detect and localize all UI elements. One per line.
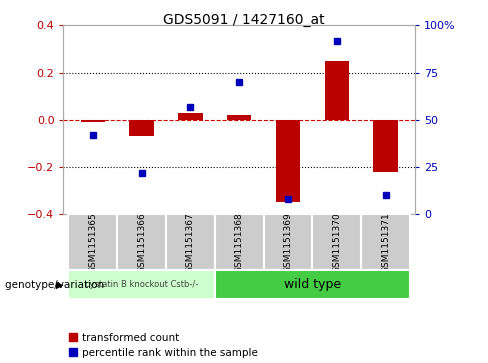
Bar [81,120,105,122]
Bar [166,214,215,270]
Text: GSM1151367: GSM1151367 [186,212,195,273]
Text: GSM1151369: GSM1151369 [284,212,292,273]
Text: cystatin B knockout Cstb-/-: cystatin B knockout Cstb-/- [85,281,198,289]
Bar [178,113,203,120]
Bar [312,214,361,270]
Bar [68,270,215,299]
Text: GSM1151365: GSM1151365 [88,212,97,273]
Bar [361,214,410,270]
Bar [373,120,398,172]
Text: ▶: ▶ [56,280,63,290]
Text: GSM1151370: GSM1151370 [332,212,341,273]
Bar [325,61,349,120]
Bar [264,214,312,270]
Text: GSM1151371: GSM1151371 [381,212,390,273]
Text: GSM1151366: GSM1151366 [137,212,146,273]
Text: GDS5091 / 1427160_at: GDS5091 / 1427160_at [163,13,325,27]
Bar [276,120,300,203]
Bar [68,214,117,270]
Text: genotype/variation: genotype/variation [5,280,107,290]
Bar [215,270,410,299]
Bar [215,214,264,270]
Bar [129,120,154,136]
Bar [117,214,166,270]
Text: GSM1151368: GSM1151368 [235,212,244,273]
Bar [227,115,251,120]
Text: wild type: wild type [284,278,341,291]
Legend: transformed count, percentile rank within the sample: transformed count, percentile rank withi… [69,333,258,358]
